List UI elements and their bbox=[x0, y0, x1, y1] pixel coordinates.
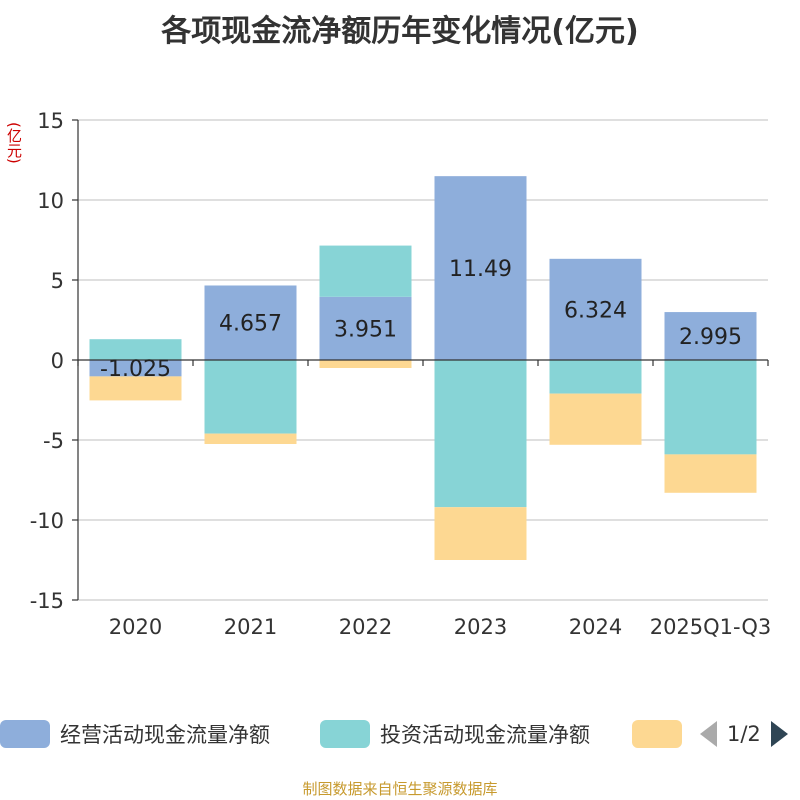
bar-s2-2023 bbox=[434, 507, 527, 560]
value-label-2022: 3.951 bbox=[334, 317, 397, 342]
data-source-footer: 制图数据来自恒生聚源数据库 bbox=[302, 780, 498, 798]
x-tick-label-2020: 2020 bbox=[109, 615, 162, 639]
bar-s1-2024 bbox=[549, 360, 642, 394]
bar-s0-2022 bbox=[319, 296, 412, 360]
bar-s1-2020 bbox=[89, 339, 182, 360]
bar-s0-2020 bbox=[89, 360, 182, 377]
bar-s0-2023 bbox=[434, 176, 527, 360]
bar-s0-2021 bbox=[204, 285, 297, 360]
bar-s1-2025Q1-Q3 bbox=[664, 360, 757, 455]
bar-s2-2025Q1-Q3 bbox=[664, 454, 757, 493]
legend-item-operating[interactable]: 经营活动现金流量净额 bbox=[0, 716, 270, 752]
bar-s2-2024 bbox=[549, 393, 642, 445]
bar-s2-2022 bbox=[319, 360, 412, 368]
bars-layer bbox=[89, 176, 757, 560]
value-label-2025Q1-Q3: 2.995 bbox=[679, 325, 742, 350]
x-tick-label-2022: 2022 bbox=[339, 615, 392, 639]
value-label-2020: -1.025 bbox=[100, 357, 171, 382]
bar-s2-2021 bbox=[204, 433, 297, 444]
y-tick-label-5: 5 bbox=[51, 269, 64, 293]
grid-layer bbox=[78, 119, 768, 601]
y-tick-label--10: -10 bbox=[30, 509, 64, 533]
x-tick-label-2025Q1-Q3: 2025Q1-Q3 bbox=[650, 615, 772, 639]
x-tick-label-2021: 2021 bbox=[224, 615, 277, 639]
x-tick-label-2023: 2023 bbox=[454, 615, 507, 639]
legend-swatch-investing bbox=[320, 720, 370, 748]
bar-s1-2021 bbox=[204, 360, 297, 434]
legend-pager: 1/2 bbox=[700, 716, 788, 752]
labels-layer: 2020 2021 2022 2023 2024 2025Q1-Q3 -1.025 4.657… bbox=[100, 257, 771, 639]
y-tick-label--5: -5 bbox=[43, 429, 64, 453]
legend-item-investing[interactable]: 投资活动现金流量净额 bbox=[320, 716, 590, 752]
y-tick-label--15: -15 bbox=[30, 589, 64, 613]
bar-s1-2022 bbox=[319, 245, 412, 297]
legend: 经营活动现金流量净额 投资活动现金流量净额 1/2 bbox=[0, 716, 800, 752]
bar-s2-2020 bbox=[89, 376, 182, 401]
next-page-icon[interactable] bbox=[770, 721, 788, 747]
y-axis-unit-label: (亿元) bbox=[5, 122, 23, 164]
legend-page-indicator: 1/2 bbox=[727, 722, 761, 746]
y-tick-label-0: 0 bbox=[51, 349, 64, 373]
chart-title: 各项现金流净额历年变化情况(亿元) bbox=[161, 14, 639, 49]
axis-layer: 15 10 5 0 -5 -10 -15 bbox=[30, 109, 769, 613]
legend-label-operating: 经营活动现金流量净额 bbox=[60, 723, 270, 747]
bar-s0-2025Q1-Q3 bbox=[664, 312, 757, 360]
legend-label-investing: 投资活动现金流量净额 bbox=[380, 723, 590, 747]
value-label-2021: 4.657 bbox=[219, 312, 282, 337]
value-label-2023: 11.49 bbox=[449, 257, 512, 282]
value-label-2024: 6.324 bbox=[564, 298, 627, 323]
legend-swatch-financing bbox=[632, 720, 682, 748]
bar-s1-2023 bbox=[434, 360, 527, 508]
legend-swatch-operating bbox=[0, 720, 50, 748]
chart-canvas: 15 10 5 0 -5 -10 -15 2020 2021 2022 2023 2024 2025Q… bbox=[30, 109, 772, 639]
bar-s0-2024 bbox=[549, 258, 642, 360]
prev-page-icon[interactable] bbox=[700, 721, 717, 747]
y-tick-label-15: 15 bbox=[37, 109, 64, 133]
x-tick-label-2024: 2024 bbox=[569, 615, 622, 639]
y-tick-label-10: 10 bbox=[37, 189, 64, 213]
legend-item-financing[interactable] bbox=[632, 716, 682, 752]
